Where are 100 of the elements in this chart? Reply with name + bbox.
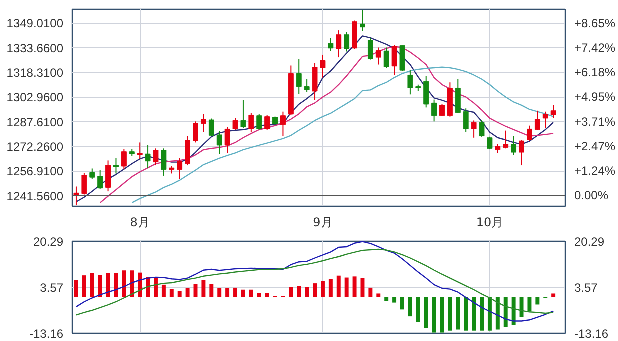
- candlestick: [463, 108, 469, 133]
- line-series: [76, 248, 554, 316]
- bar: [472, 297, 476, 331]
- y2-tick-label: +7.42%: [574, 40, 616, 55]
- candlestick: [280, 111, 286, 137]
- bar: [98, 275, 102, 298]
- candlestick: [98, 170, 104, 190]
- bar: [328, 279, 333, 298]
- candlestick: [432, 99, 438, 122]
- bar: [496, 297, 500, 330]
- bar: [552, 294, 556, 298]
- candlestick: [487, 136, 493, 150]
- candlestick: [256, 114, 262, 130]
- candlestick: [534, 110, 540, 131]
- bar: [480, 297, 484, 331]
- bar: [400, 297, 404, 310]
- y-tick-label: -13.16: [29, 327, 64, 341]
- bar: [360, 278, 365, 298]
- y2-tick-label: +3.71%: [574, 114, 616, 129]
- candlestick: [185, 136, 191, 166]
- bar: [106, 273, 110, 298]
- bar: [218, 288, 222, 298]
- y-tick-label: 1349.0100: [6, 16, 64, 31]
- candlestick: [384, 47, 390, 68]
- y-tick-label: 1287.6100: [6, 115, 64, 130]
- candlestick: [208, 118, 214, 137]
- candlestick: [232, 118, 238, 131]
- bar: [257, 293, 262, 298]
- bar: [376, 294, 381, 298]
- y2-tick-label: +4.95%: [574, 90, 616, 104]
- bar: [194, 284, 198, 298]
- candlestick: [376, 47, 382, 66]
- bar: [241, 290, 246, 298]
- x-tick-label: 8月: [130, 216, 150, 230]
- candlestick: [177, 158, 183, 180]
- candlestick: [511, 136, 517, 156]
- bar: [416, 297, 420, 322]
- bar: [456, 297, 460, 330]
- y-tick-label: 1302.9600: [6, 90, 64, 105]
- y2-tick-label: +6.18%: [574, 66, 616, 80]
- candlestick: [344, 32, 350, 52]
- bar: [408, 297, 412, 317]
- y2-tick-label: +8.65%: [574, 16, 616, 30]
- bar: [210, 284, 214, 298]
- y2-tick-label: -13.16: [574, 327, 609, 341]
- bar: [368, 288, 373, 298]
- y2-tick-label: +1.24%: [574, 164, 616, 178]
- y2-tick-label: 0.00%: [574, 188, 609, 203]
- candlestick: [360, 10, 366, 32]
- bar: [130, 270, 134, 298]
- y2-tick-label: 20.29: [574, 235, 605, 249]
- candlestick: [224, 126, 230, 154]
- bar: [464, 297, 468, 331]
- bar: [154, 278, 158, 298]
- candlestick: [153, 148, 159, 166]
- bar: [178, 291, 182, 298]
- candlestick: [519, 140, 524, 166]
- bar: [320, 281, 325, 298]
- candlestick: [550, 104, 556, 119]
- candlestick: [145, 144, 151, 169]
- bar: [488, 297, 492, 331]
- bar: [536, 297, 540, 305]
- candlestick: [424, 76, 430, 108]
- bar: [424, 297, 428, 328]
- bar: [344, 278, 349, 298]
- candlestick: [216, 130, 222, 155]
- candlestick: [240, 100, 246, 129]
- bar: [82, 276, 86, 298]
- y-tick-label: 1241.5600: [6, 189, 64, 204]
- y-tick-label: 3.57: [40, 280, 64, 295]
- bar: [234, 288, 238, 298]
- candlestick: [479, 120, 485, 138]
- candlestick: [248, 112, 254, 133]
- bar: [170, 289, 174, 298]
- candlestick: [264, 114, 270, 131]
- bar: [313, 284, 318, 298]
- bar: [122, 270, 126, 298]
- bar: [162, 284, 166, 298]
- candlestick: [296, 58, 302, 95]
- candlestick: [106, 160, 111, 192]
- y-tick-label: 1256.9100: [6, 164, 64, 179]
- bar: [305, 287, 310, 298]
- bar: [90, 273, 94, 298]
- candlestick: [408, 70, 414, 96]
- bar: [114, 273, 118, 298]
- y2-tick-label: +2.47%: [574, 139, 616, 154]
- candlestick: [542, 111, 548, 129]
- candlestick: [114, 158, 119, 174]
- bar: [528, 297, 532, 312]
- line-series: [132, 66, 554, 204]
- candlestick: [82, 172, 88, 196]
- bar: [352, 276, 357, 298]
- candlestick: [368, 38, 374, 60]
- bar: [432, 297, 436, 333]
- candlestick: [336, 30, 342, 58]
- x-tick-label: 10月: [476, 216, 504, 230]
- bar: [520, 297, 524, 318]
- y2-tick-label: 3.57: [574, 280, 598, 295]
- candlestick: [90, 168, 96, 180]
- bar: [289, 287, 294, 298]
